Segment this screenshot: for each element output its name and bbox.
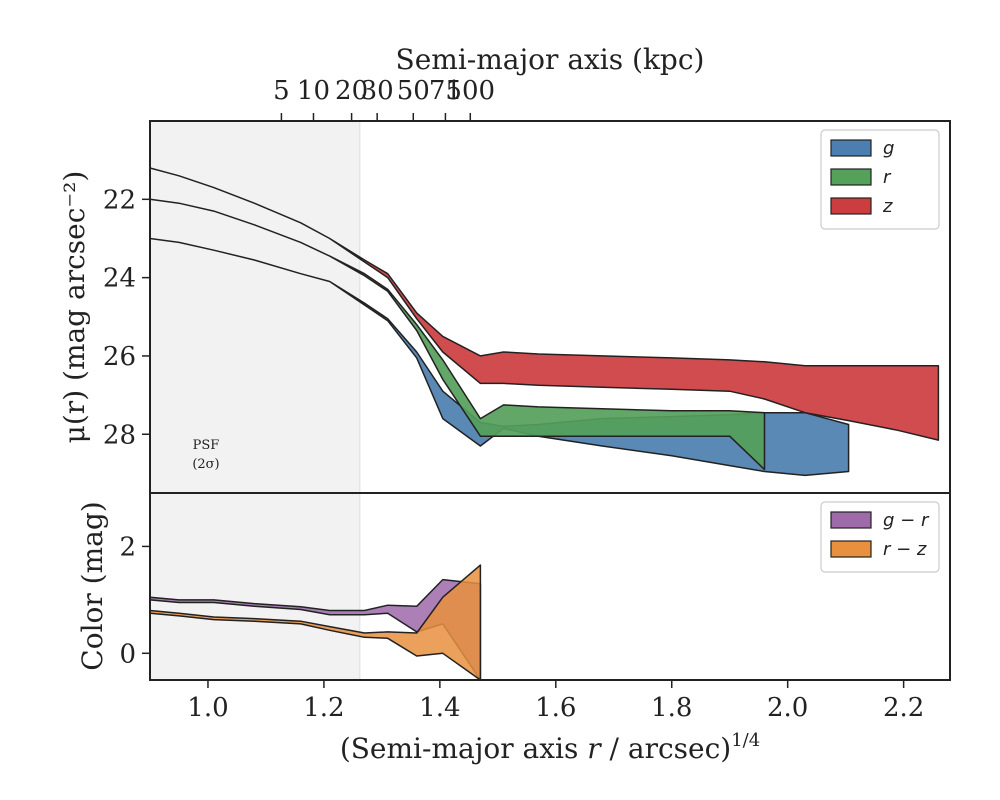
legend-swatch [830,197,872,215]
top-y-ticks: 22 24 26 28 [103,185,150,450]
top-xtick-label: 100 [445,76,495,106]
bottom-ytick-label: 2 [119,532,136,562]
bottom-y-axis-label: Color (mag) [76,501,109,670]
bottom-xtick-label: 1.2 [303,693,344,723]
top-ytick-label: 26 [103,342,136,372]
legend-label: g − r [883,510,930,531]
bottom-xtick-label: 1.6 [535,693,576,723]
bottom-y-ticks: 02 [119,532,150,669]
bottom-xtick-label: 2.2 [883,693,924,723]
legend-label: z [882,196,893,217]
bottom-legend: g − r r − z [820,501,940,573]
series-band-r [149,198,766,471]
top-legend: grz [820,129,940,230]
x-axis-label-main: (Semi-major axis [340,732,587,765]
x-axis-label-r: r [587,732,602,765]
top-xtick-label: 30 [361,76,394,106]
top-ytick-label: 28 [103,420,136,450]
top-ytick-label: 22 [103,185,136,215]
legend-swatch [830,511,872,529]
bottom-panel-frame [149,492,951,681]
bottom-xtick-label: 2.0 [767,693,808,723]
top-ytick-label: 24 [103,264,136,294]
psf-region-top [150,121,360,493]
legend-label: r − z [883,539,927,560]
psf-region-bottom [150,493,360,680]
psf-label: PSF [193,438,220,453]
legend-swatch [830,540,872,558]
color-panel: 02 1.0 1.2 1.4 1.6 1.8 2.0 2.2 Color (mag) (Se… [76,492,951,765]
top-xtick-label: 10 [297,76,330,106]
top-series-group [149,167,940,477]
top-xtick-label: 20 [335,76,368,106]
legend-swatch [830,168,872,186]
top-xtick-label: 75 [429,76,462,106]
bottom-x-ticks: 1.0 1.2 1.4 1.6 1.8 2.0 2.2 [187,680,924,723]
bottom-x-axis-label: (Semi-major axis r / arcsec)1/4 [340,730,760,765]
top-y-axis-label: μ(r) (mag arcsec⁻²) [58,171,91,444]
legend-swatch [830,139,872,157]
top-xtick-label: 50 [397,76,430,106]
series-band-z [149,167,940,441]
bottom-xtick-label: 1.8 [651,693,692,723]
legend-label: g [883,138,894,159]
top-xtick-label: 5 [273,76,290,106]
psf-sigma-label: (2σ) [192,457,219,472]
top-x-axis-label: Semi-major axis (kpc) [396,43,705,76]
bottom-xtick-label: 1.0 [187,693,228,723]
bottom-ytick-label: 0 [119,639,136,669]
x-axis-label-exponent: 1/4 [731,730,760,751]
legend-label: r [883,167,892,188]
x-axis-label-unit: / arcsec) [601,732,732,765]
bottom-xtick-label: 1.4 [419,693,460,723]
